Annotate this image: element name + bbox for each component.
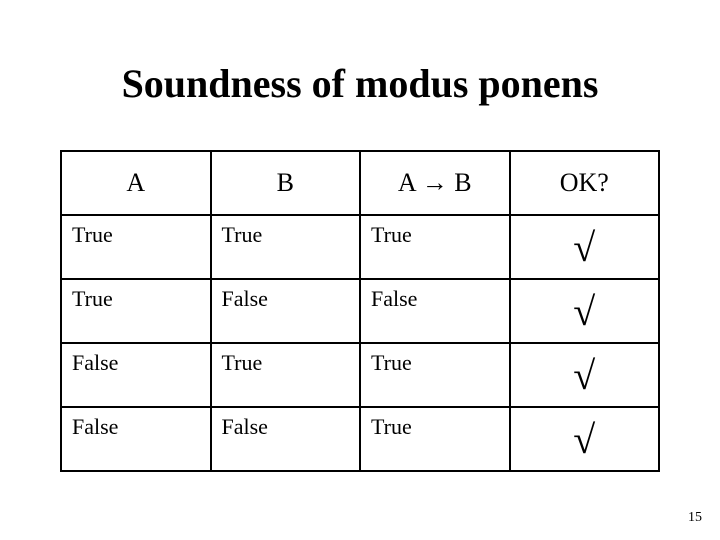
cell-b: True: [211, 215, 361, 279]
cell-ok: √: [510, 279, 660, 343]
cell-ab: True: [360, 407, 510, 471]
cell-a: True: [61, 279, 211, 343]
cell-ok: √: [510, 407, 660, 471]
cell-b: False: [211, 407, 361, 471]
table-row: False False True √: [61, 407, 659, 471]
col-header-a: A: [61, 151, 211, 215]
cell-a: False: [61, 343, 211, 407]
page-title: Soundness of modus ponens: [0, 60, 720, 107]
cell-ab: True: [360, 343, 510, 407]
table-row: True False False √: [61, 279, 659, 343]
col-header-b: B: [211, 151, 361, 215]
cell-b: True: [211, 343, 361, 407]
col-header-ab: A → B: [360, 151, 510, 215]
cell-ab: False: [360, 279, 510, 343]
slide: Soundness of modus ponens A B A → B OK? …: [0, 0, 720, 540]
table-header-row: A B A → B OK?: [61, 151, 659, 215]
cell-a: False: [61, 407, 211, 471]
page-number: 15: [688, 510, 702, 526]
truth-table: A B A → B OK? True True True √ True Fals…: [60, 150, 660, 472]
table: A B A → B OK? True True True √ True Fals…: [60, 150, 660, 472]
table-row: False True True √: [61, 343, 659, 407]
cell-ok: √: [510, 343, 660, 407]
cell-ok: √: [510, 215, 660, 279]
cell-b: False: [211, 279, 361, 343]
table-row: True True True √: [61, 215, 659, 279]
cell-ab: True: [360, 215, 510, 279]
cell-a: True: [61, 215, 211, 279]
col-header-ok: OK?: [510, 151, 660, 215]
